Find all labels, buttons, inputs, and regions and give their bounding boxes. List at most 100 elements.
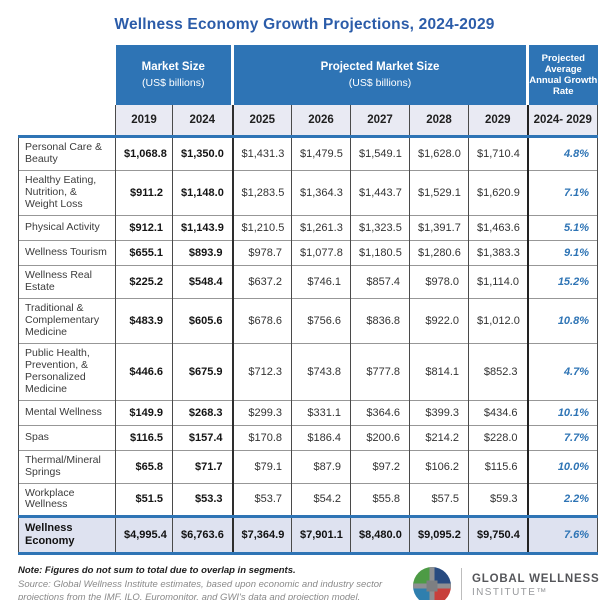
- value-2019: $149.9: [115, 399, 173, 426]
- table-row: Physical Activity $912.1 $1,143.9 $1,210…: [18, 214, 599, 241]
- sector-label: Thermal/Mineral Springs: [18, 449, 116, 483]
- table-row: Personal Care & Beauty $1,068.8 $1,350.0…: [18, 135, 599, 171]
- growth-rate-value: 7.7%: [526, 424, 599, 451]
- value-2028: $106.2: [409, 449, 469, 483]
- value-2028: $978.0: [409, 264, 469, 299]
- value-2026: $743.8: [291, 342, 351, 401]
- value-2019: $1,068.8: [115, 135, 173, 171]
- value-2026: $186.4: [291, 424, 351, 451]
- value-2025: $53.7: [231, 482, 292, 517]
- total-value-2026: $7,901.1: [291, 515, 351, 555]
- value-2027: $1,323.5: [350, 214, 410, 241]
- sector-label: Wellness Tourism: [18, 239, 116, 266]
- value-2029: $59.3: [467, 482, 528, 517]
- year-header-2029: 2029: [467, 105, 528, 137]
- sector-label: Healthy Eating, Nutrition, & Weight Loss: [18, 169, 116, 216]
- gwi-logo: GLOBAL WELLNESS INSTITUTE™: [413, 566, 599, 600]
- growth-rate-value: 4.8%: [526, 135, 599, 171]
- value-2024: $71.7: [172, 449, 233, 483]
- total-value-2028: $9,095.2: [409, 515, 469, 555]
- value-2019: $483.9: [115, 297, 173, 344]
- value-2024: $893.9: [172, 239, 233, 266]
- value-2029: $1,383.3: [467, 239, 528, 266]
- value-2028: $1,628.0: [409, 135, 469, 171]
- value-2026: $756.6: [291, 297, 351, 344]
- sector-label: Personal Care & Beauty: [18, 135, 116, 171]
- value-2026: $1,479.5: [291, 135, 351, 171]
- year-header-2025: 2025: [231, 105, 292, 137]
- table-row: Spas $116.5 $157.4 $170.8 $186.4 $200.6 …: [18, 424, 599, 451]
- value-2027: $200.6: [350, 424, 410, 451]
- value-2024: $1,350.0: [172, 135, 233, 171]
- growth-rate-value: 10.0%: [526, 449, 599, 483]
- value-2029: $1,463.6: [467, 214, 528, 241]
- value-2029: $1,114.0: [467, 264, 528, 299]
- source-text: Source: Global Wellness Institute estima…: [18, 578, 383, 600]
- value-2029: $434.6: [467, 399, 528, 426]
- total-label: Wellness Economy: [18, 515, 116, 555]
- value-2025: $170.8: [231, 424, 292, 451]
- value-2027: $857.4: [350, 264, 410, 299]
- value-2027: $55.8: [350, 482, 410, 517]
- growth-rate-value: 4.7%: [526, 342, 599, 401]
- value-2019: $446.6: [115, 342, 173, 401]
- value-2029: $228.0: [467, 424, 528, 451]
- table-row: Wellness Tourism $655.1 $893.9 $978.7 $1…: [18, 239, 599, 266]
- value-2019: $912.1: [115, 214, 173, 241]
- value-2024: $53.3: [172, 482, 233, 517]
- value-2028: $214.2: [409, 424, 469, 451]
- value-2027: $1,180.5: [350, 239, 410, 266]
- year-header-2026: 2026: [291, 105, 351, 137]
- market-size-header: Market Size (US$ billions): [115, 45, 233, 105]
- value-2026: $746.1: [291, 264, 351, 299]
- value-2028: $57.5: [409, 482, 469, 517]
- value-2028: $1,529.1: [409, 169, 469, 216]
- projected-title: Projected Market Size: [320, 61, 440, 74]
- total-value-2019: $4,995.4: [115, 515, 173, 555]
- value-2029: $115.6: [467, 449, 528, 483]
- value-2027: $836.8: [350, 297, 410, 344]
- value-2026: $54.2: [291, 482, 351, 517]
- value-2025: $1,431.3: [231, 135, 292, 171]
- total-row: Wellness Economy $4,995.4 $6,763.6 $7,36…: [18, 515, 599, 555]
- table-row: Wellness Real Estate $225.2 $548.4 $637.…: [18, 264, 599, 299]
- logo-divider: [461, 567, 462, 600]
- year-header-2019: 2019: [115, 105, 173, 137]
- logo-line2: INSTITUTE™: [472, 587, 548, 599]
- value-2025: $678.6: [231, 297, 292, 344]
- value-2028: $814.1: [409, 342, 469, 401]
- sector-label: Workplace Wellness: [18, 482, 116, 517]
- value-2025: $637.2: [231, 264, 292, 299]
- value-2027: $1,549.1: [350, 135, 410, 171]
- growth-range-header: 2024- 2029: [526, 105, 599, 137]
- value-2029: $852.3: [467, 342, 528, 401]
- growth-rate-value: 9.1%: [526, 239, 599, 266]
- value-2019: $65.8: [115, 449, 173, 483]
- note-text: Note: Figures do not sum to total due to…: [18, 564, 296, 576]
- value-2019: $911.2: [115, 169, 173, 216]
- logo-text: GLOBAL WELLNESS INSTITUTE™: [472, 573, 599, 598]
- page-title: Wellness Economy Growth Projections, 202…: [114, 16, 495, 33]
- market-size-subtitle: (US$ billions): [142, 76, 205, 89]
- year-header-2028: 2028: [409, 105, 469, 137]
- value-2019: $51.5: [115, 482, 173, 517]
- value-2028: $922.0: [409, 297, 469, 344]
- logo-line1: GLOBAL WELLNESS: [472, 573, 600, 586]
- value-2029: $1,012.0: [467, 297, 528, 344]
- value-2024: $1,148.0: [172, 169, 233, 216]
- table-row: Healthy Eating, Nutrition, & Weight Loss…: [18, 169, 599, 216]
- corner-cell: [18, 105, 116, 137]
- value-2026: $331.1: [291, 399, 351, 426]
- table-row: Traditional & Complementary Medicine $48…: [18, 297, 599, 344]
- growth-rate-value: 2.2%: [526, 482, 599, 517]
- year-header-2024: 2024: [172, 105, 233, 137]
- sector-label: Physical Activity: [18, 214, 116, 241]
- sector-label: Wellness Real Estate: [18, 264, 116, 299]
- sector-label: Mental Wellness: [18, 399, 116, 426]
- header-group-row: Market Size (US$ billions) Projected Mar…: [18, 45, 598, 105]
- total-growth-rate: 7.6%: [526, 515, 599, 555]
- growth-rate-value: 10.1%: [526, 399, 599, 426]
- value-2025: $978.7: [231, 239, 292, 266]
- growth-rate-header: Projected Average Annual Growth Rate: [526, 45, 598, 105]
